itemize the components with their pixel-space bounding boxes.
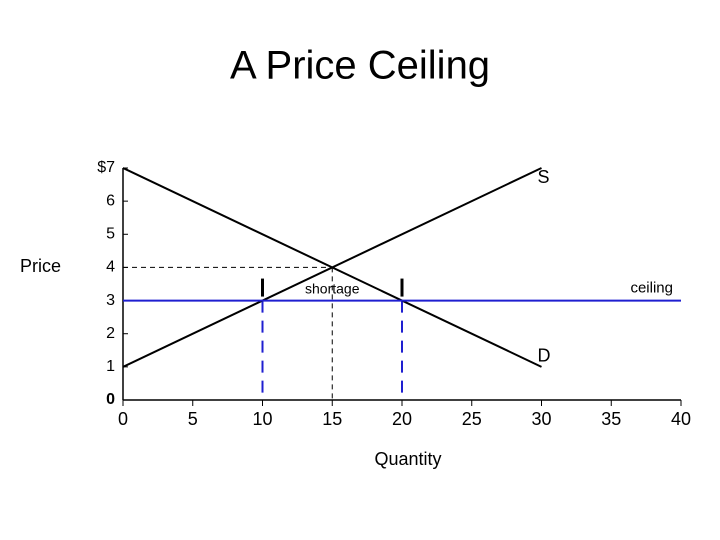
- y-tick-label: 5: [106, 226, 115, 243]
- x-tick-label: 35: [601, 409, 621, 429]
- x-tick-label: 10: [252, 409, 272, 429]
- x-tick-label: 30: [531, 409, 551, 429]
- x-tick-label: 25: [462, 409, 482, 429]
- x-tick-label: 20: [392, 409, 412, 429]
- annotation: shortage: [305, 280, 360, 296]
- series-label: ceiling: [630, 280, 673, 297]
- y-tick-label: 0: [106, 391, 115, 408]
- series-label: S: [538, 167, 550, 187]
- y-tick-label: 6: [106, 192, 115, 209]
- x-tick-label: 5: [188, 409, 198, 429]
- y-tick-label: 3: [106, 292, 115, 309]
- x-axis-label: Quantity: [374, 449, 441, 469]
- y-tick-label: 4: [106, 259, 115, 276]
- y-tick-label: 2: [106, 325, 115, 342]
- series-line: [122, 167, 542, 368]
- y-tick-label: $7: [97, 159, 115, 176]
- x-tick-label: 0: [118, 409, 128, 429]
- y-tick-label: 1: [106, 358, 115, 375]
- y-axis-label: Price: [20, 256, 61, 276]
- x-tick-label: 40: [671, 409, 691, 429]
- series-label: D: [538, 346, 551, 366]
- chart-title: A Price Ceiling: [230, 44, 490, 88]
- x-tick-label: 15: [322, 409, 342, 429]
